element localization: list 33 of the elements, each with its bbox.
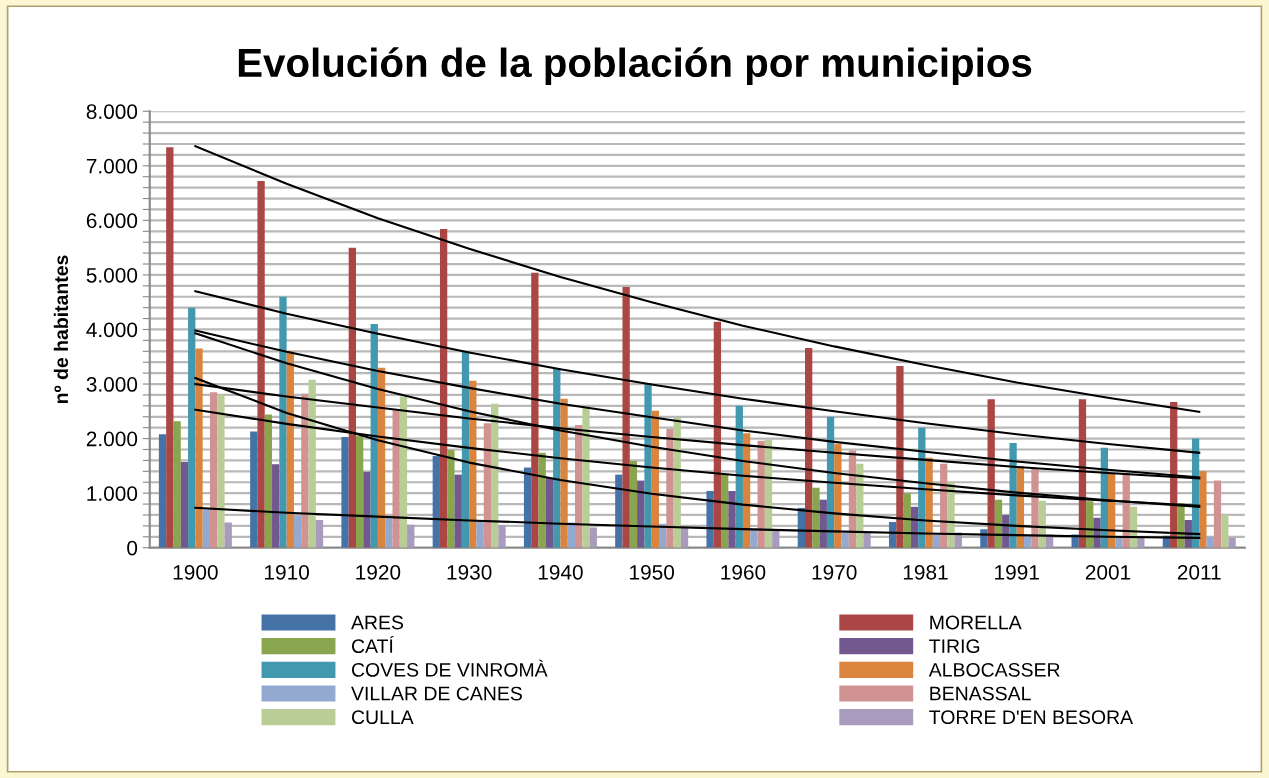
- legend-label: ALBOCASSER: [928, 662, 1060, 677]
- y-tick-label: 5.000: [86, 267, 138, 283]
- y-tick-label: 0: [127, 540, 138, 556]
- x-tick-label: 1940: [538, 564, 583, 580]
- x-tick-label: 1900: [173, 564, 218, 580]
- x-tick-label: 1930: [447, 564, 492, 580]
- y-tick-label: 8.000: [86, 104, 138, 120]
- x-tick-label: 2001: [1085, 564, 1131, 580]
- y-tick-label: 4.000: [86, 322, 138, 338]
- x-tick-label: 1910: [265, 564, 309, 580]
- legend-label: COVES DE VINROMÀ: [351, 659, 548, 677]
- legend-label: CULLA: [351, 710, 414, 725]
- y-tick-label: 3.000: [86, 377, 138, 392]
- x-tick-label: 2011: [1177, 564, 1221, 580]
- y-tick-label: 7.000: [86, 158, 138, 174]
- x-tick-label: 1920: [356, 564, 401, 580]
- y-tick-label: 6.000: [86, 213, 138, 229]
- legend-label: TORRE D'EN BESORA: [929, 710, 1134, 725]
- chart-title: Evolución de la población por municipios: [238, 47, 1032, 86]
- y-tick-label: 2.000: [86, 431, 138, 447]
- y-tick-label: 1.000: [87, 486, 138, 501]
- legend-label: TIRIG: [929, 639, 980, 654]
- legend-label: MORELLA: [930, 615, 1022, 630]
- x-tick-label: 1970: [812, 564, 857, 580]
- legend-label: CATÍ: [351, 636, 394, 654]
- x-tick-label: 1981: [903, 564, 948, 580]
- legend-label: BENASSAL: [930, 686, 1031, 701]
- y-axis-title: nº de habitantes: [53, 255, 69, 404]
- legend-label: VILLAR DE CANES: [351, 686, 522, 701]
- legend-label: ARES: [351, 615, 404, 630]
- x-tick-label: 1991: [995, 564, 1039, 580]
- x-tick-label: 1960: [721, 564, 766, 580]
- x-tick-label: 1950: [630, 564, 675, 580]
